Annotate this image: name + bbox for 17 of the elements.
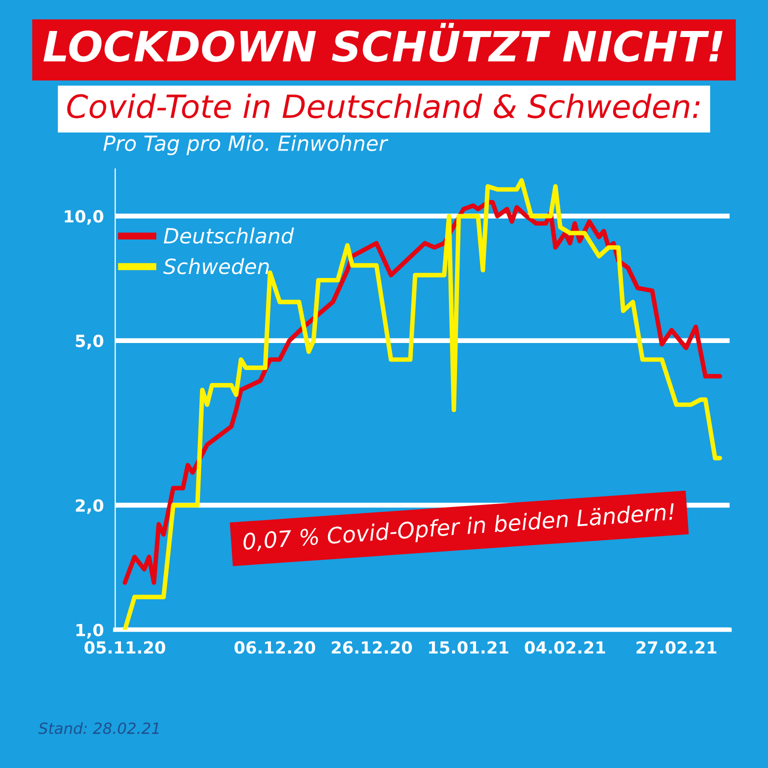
legend-label: Deutschland xyxy=(164,228,294,244)
x-tick-label: 26.12.20 xyxy=(332,641,412,654)
x-tick-label: 05.11.20 xyxy=(84,641,166,654)
y-tick-label: 5,0 xyxy=(76,334,104,350)
annotation: 0,07 % Covid-Opfer in beiden Ländern! xyxy=(242,502,676,554)
x-tick-label: 06.12.20 xyxy=(234,641,316,654)
y-tick-label: 1,0 xyxy=(76,624,104,638)
chart-title: LOCKDOWN SCHÜTZT NICHT! xyxy=(43,22,723,62)
y-tick-label: 2,0 xyxy=(76,499,104,514)
x-tick-label: 27.02.21 xyxy=(636,641,716,654)
x-tick-label: 15.01.21 xyxy=(429,641,508,654)
y-tick-label: 10,0 xyxy=(64,210,104,225)
chart-subtitle: Covid-Tote in Deutschland & Schweden: xyxy=(67,94,700,118)
x-tick-label: 04.02.21 xyxy=(524,641,606,654)
y-axis-title: Pro Tag pro Mio. Einwohner xyxy=(103,134,388,156)
text: Stand: 28.02.21 xyxy=(38,722,159,734)
legend-label: Schweden xyxy=(163,258,269,274)
